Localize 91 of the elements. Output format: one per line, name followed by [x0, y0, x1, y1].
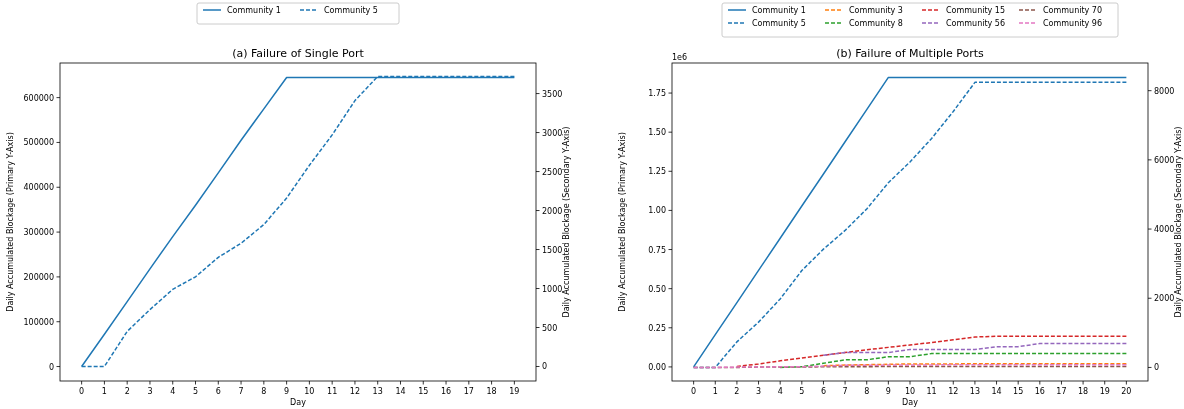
- x-tick-label: 4: [777, 387, 783, 396]
- x-tick-label: 13: [969, 387, 980, 396]
- y2-tick-label: 500: [542, 323, 558, 333]
- x-axis-title: Day: [902, 398, 919, 407]
- x-tick-label: 15: [1013, 387, 1024, 396]
- x-tick-label: 6: [215, 387, 221, 396]
- x-tick-label: 6: [820, 387, 826, 396]
- x-tick-label: 15: [418, 387, 429, 396]
- x-tick-label: 9: [885, 387, 891, 396]
- x-tick-label: 8: [864, 387, 870, 396]
- x-tick-label: 2: [124, 387, 130, 396]
- y-axis-title: Daily Accumulated Blockage (Primary Y-Axis): [6, 132, 15, 312]
- y2-tick-label: 2000: [542, 206, 563, 216]
- x-tick-label: 18: [486, 387, 497, 396]
- x-tick-label: 11: [926, 387, 937, 396]
- y2-tick-label: 3000: [542, 128, 563, 138]
- x-tick-label: 18: [1078, 387, 1089, 396]
- x-tick-label: 0: [691, 387, 697, 396]
- y-tick-label: 300000: [23, 228, 54, 238]
- x-tick-label: 10: [904, 387, 916, 396]
- line-series: [822, 342, 1128, 357]
- y2-tick-label: 3500: [542, 89, 563, 99]
- legend-label: Community 1: [752, 6, 806, 15]
- x-tick-label: 14: [395, 387, 406, 396]
- x-tick-label: 13: [372, 387, 383, 396]
- legend-label: Community 5: [324, 6, 378, 15]
- x-tick-label: 19: [509, 387, 520, 396]
- text: 1e6: [672, 53, 688, 62]
- legend-label: Community 70: [1043, 6, 1103, 15]
- line-series: [779, 352, 1128, 369]
- y2-tick-label: 2000: [1154, 294, 1175, 304]
- y2-tick-label: 8000: [1154, 86, 1175, 96]
- y-tick-label: 500000: [23, 138, 54, 148]
- y-tick-label: 1.00: [648, 206, 666, 216]
- y2-axis-title: Daily Accumulated Blockage (Secondary Y-Axis): [1174, 126, 1183, 318]
- y-tick-label: 1.25: [648, 167, 666, 177]
- y2-tick-label: 0: [542, 362, 548, 372]
- y2-tick-label: 1000: [542, 284, 563, 294]
- x-tick-label: 14: [991, 387, 1002, 396]
- legend-label: Community 96: [1043, 19, 1103, 28]
- x-tick-label: 16: [1034, 387, 1045, 396]
- chart-title: (b) Failure of Multiple Ports: [836, 47, 985, 60]
- y-axis-title: Daily Accumulated Blockage (Primary Y-Axis): [618, 132, 627, 312]
- y-tick-label: 0.50: [648, 284, 666, 294]
- x-tick-label: 16: [440, 387, 452, 396]
- y2-tick-label: 0: [1154, 363, 1160, 373]
- x-tick-label: 1: [712, 387, 718, 396]
- y-tick-label: 1.75: [648, 89, 666, 99]
- x-tick-label: 10: [304, 387, 315, 396]
- legend-label: Community 3: [849, 6, 903, 15]
- y2-tick-label: 1500: [542, 245, 563, 255]
- y-tick-label: 100000: [23, 317, 54, 327]
- y2-tick-label: 2500: [542, 167, 563, 177]
- x-tick-label: 7: [238, 387, 244, 396]
- x-tick-label: 0: [79, 387, 85, 396]
- legend-label: Community 8: [849, 19, 903, 28]
- y2-tick-label: 4000: [1154, 225, 1175, 235]
- x-tick-label: 20: [1121, 387, 1132, 396]
- x-tick-label: 2: [734, 387, 740, 396]
- legend-label: Community 1: [227, 6, 281, 15]
- chart-title: (a) Failure of Single Port: [232, 47, 365, 60]
- x-tick-label: 17: [1056, 387, 1067, 396]
- x-tick-label: 7: [842, 387, 848, 396]
- x-tick-label: 5: [799, 387, 805, 396]
- x-axis-title: Day: [290, 398, 307, 407]
- x-tick-label: 3: [147, 387, 153, 396]
- y-tick-label: 1.50: [648, 128, 666, 138]
- y-tick-label: 600000: [23, 93, 54, 103]
- y-tick-label: 0.75: [648, 245, 666, 255]
- y-tick-label: 0.25: [648, 323, 666, 333]
- x-tick-label: 12: [349, 387, 361, 396]
- x-tick-label: 3: [756, 387, 762, 396]
- x-tick-label: 11: [327, 387, 338, 396]
- y2-axis-title: Daily Accumulated Blockage (Secondary Y-Axis): [562, 126, 571, 318]
- y-tick-label: 200000: [23, 272, 54, 282]
- x-tick-label: 9: [284, 387, 290, 396]
- x-tick-label: 12: [948, 387, 959, 396]
- legend-label: Community 56: [946, 19, 1006, 28]
- y-tick-label: 0.00: [648, 362, 666, 372]
- x-tick-label: 5: [192, 387, 199, 396]
- x-tick-label: 4: [170, 387, 176, 396]
- y2-tick-label: 6000: [1154, 155, 1175, 165]
- y-tick-label: 0: [48, 362, 54, 372]
- x-tick-label: 19: [1099, 387, 1110, 396]
- x-tick-label: 8: [261, 387, 267, 396]
- legend-label: Community 15: [946, 6, 1006, 15]
- y-tick-label: 400000: [23, 183, 54, 193]
- line-series: [736, 335, 1128, 368]
- x-tick-label: 1: [101, 387, 107, 396]
- legend-label: Community 5: [752, 19, 806, 28]
- x-tick-label: 17: [463, 387, 474, 396]
